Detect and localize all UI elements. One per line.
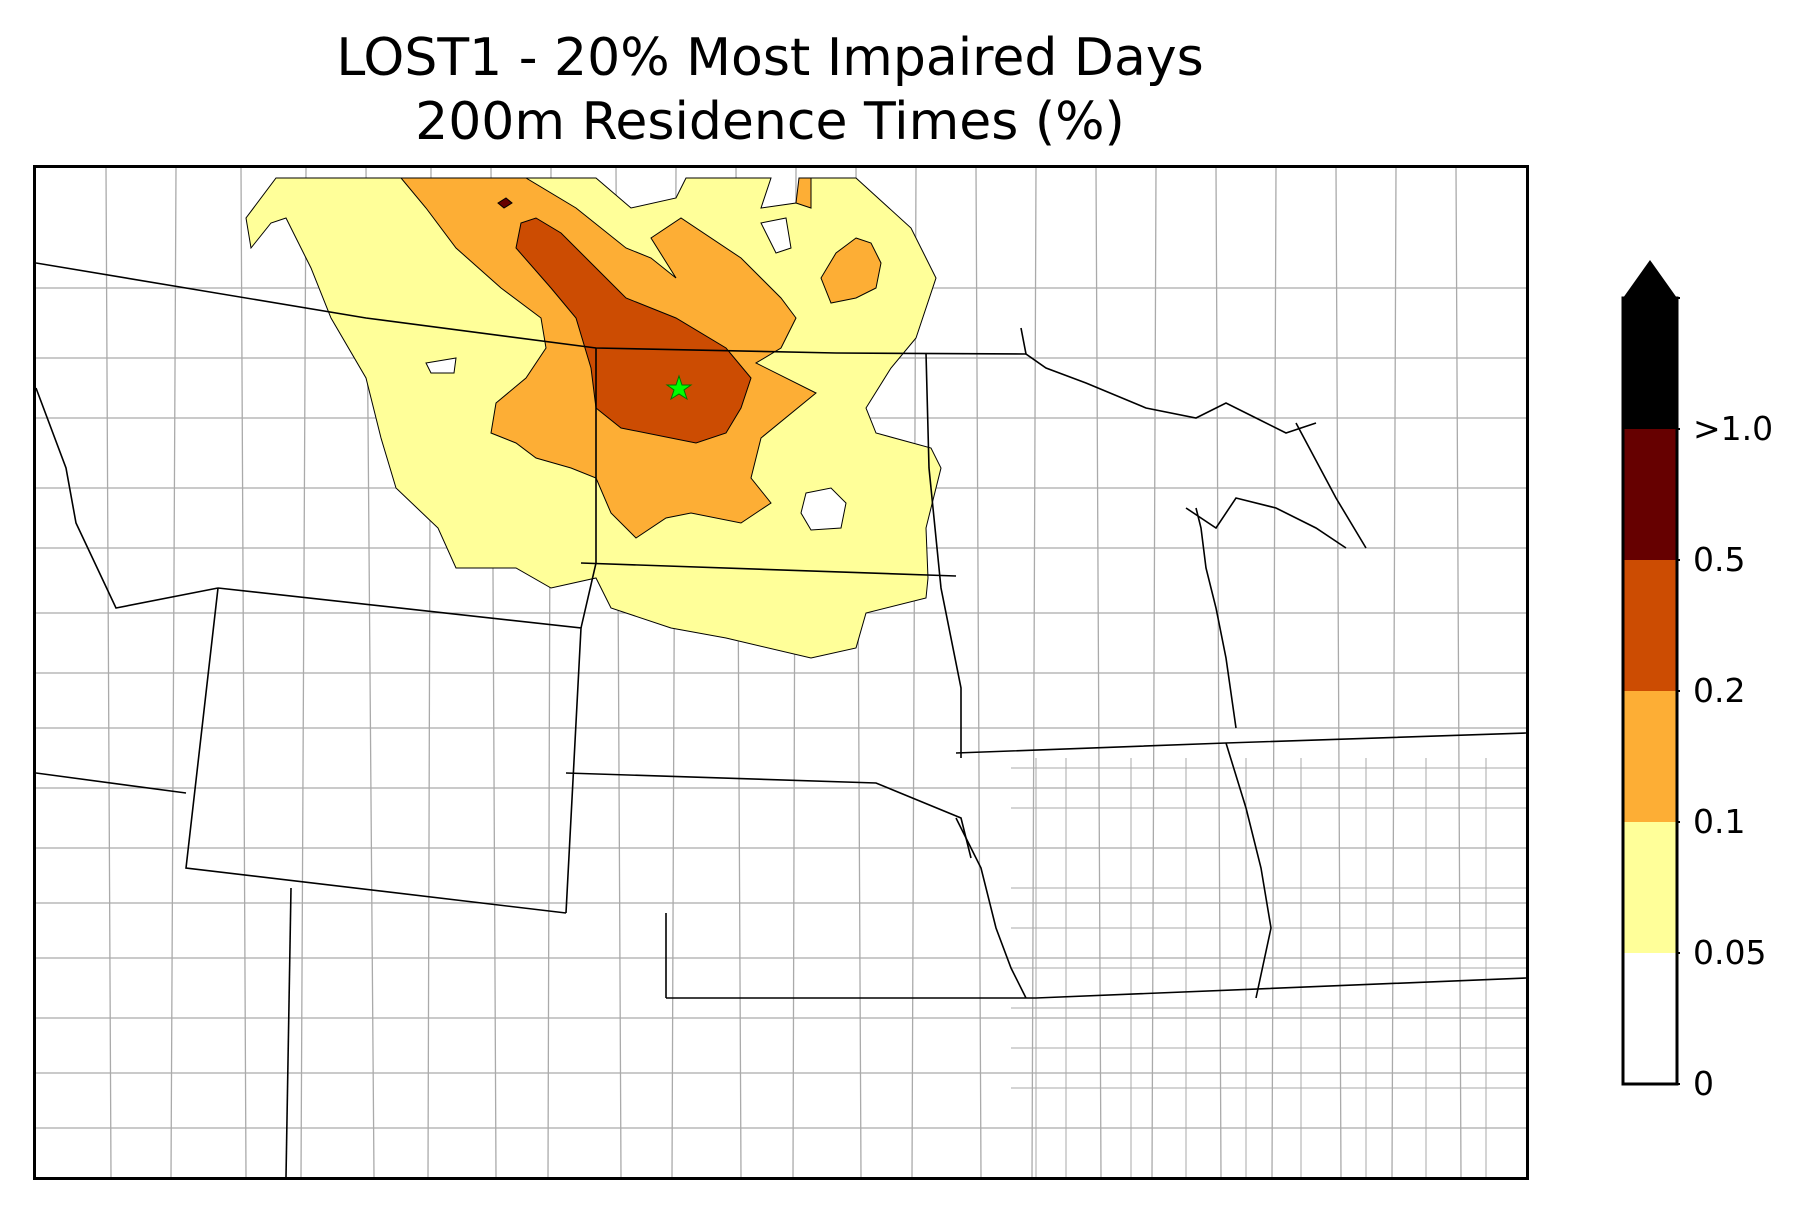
map-title-line2: 200m Residence Times (%) [415,92,1125,152]
contour-0.1-east-lobe [820,237,882,304]
colorbar-swatch-1 [1623,822,1677,953]
colorbar-swatch-5 [1623,298,1677,429]
colorbar-swatch-3 [1623,560,1677,691]
residence-time-contours [245,177,942,659]
contour-hole-east [800,487,847,531]
colorbar-swatch-4 [1623,429,1677,560]
colorbar-label-5: >1.0 [1693,409,1774,448]
contour-hole-west [425,357,457,374]
colorbar [1621,260,1680,1086]
colorbar-label-1: 0.05 [1693,933,1767,972]
map-svg [36,168,1526,1177]
colorbar-swatch-0 [1623,953,1677,1084]
site-marker-star [665,374,693,401]
map-title-line1: LOST1 - 20% Most Impaired Days [336,28,1204,88]
colorbar-label-0: 0 [1693,1064,1714,1103]
contour-0.1-north-spike [795,177,812,209]
colorbar-label-3: 0.2 [1693,671,1746,710]
contour-0.2 [515,217,752,444]
map-panel [33,165,1529,1180]
state-borders [36,262,1526,1177]
colorbar-swatch-2 [1623,691,1677,822]
contour-0.5 [497,197,513,209]
colorbar-label-4: 0.5 [1693,540,1746,579]
colorbar-label-2: 0.1 [1693,802,1746,841]
colorbar-extend-triangle [1623,260,1677,298]
contour-hole-north [760,217,792,254]
